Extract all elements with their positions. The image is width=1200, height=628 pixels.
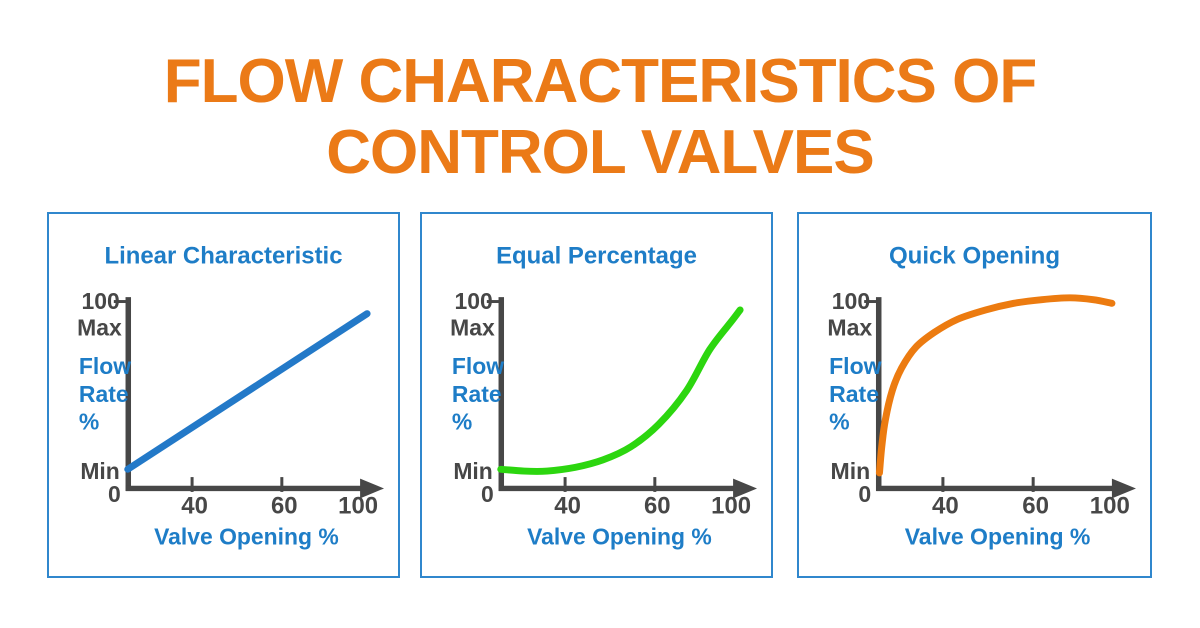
panel-title: Linear Characteristic (104, 243, 342, 270)
equal-percentage-chart: Equal Percentage 100 Max Flow Rate % Min… (450, 243, 758, 549)
y-axis-title-line1: Flow (452, 353, 504, 379)
y-axis-title-line1: Flow (829, 353, 882, 379)
y-axis-title-line2: Rate (452, 381, 502, 407)
y-label-min: Min (80, 458, 119, 484)
linear-characteristic-chart: Linear Characteristic 100 Max Flow Rate … (77, 243, 385, 549)
x-label-40: 40 (181, 493, 208, 520)
origin-label: 0 (858, 481, 871, 507)
quick-opening-chart: Quick Opening 100 Max Flow Rate % Min 0 … (827, 243, 1136, 549)
y-axis-title-line1: Flow (79, 353, 131, 379)
linear-curve (124, 310, 371, 473)
y-label-min: Min (453, 458, 492, 484)
y-label-min: Min (831, 458, 871, 484)
x-label-100: 100 (338, 493, 378, 520)
title-line-2: CONTROL VALVES (326, 118, 874, 187)
y-axis-title-line2: Rate (829, 381, 879, 407)
x-label-60: 60 (644, 493, 671, 520)
x-axis-title: Valve Opening % (154, 523, 339, 549)
y-axis-title-line2: Rate (79, 381, 129, 407)
x-label-100: 100 (1090, 493, 1130, 520)
x-label-100: 100 (711, 493, 751, 520)
panel-equal-percentage: Equal Percentage 100 Max Flow Rate % Min… (420, 212, 773, 578)
y-label-max: Max (827, 315, 872, 341)
y-label-100: 100 (455, 288, 493, 314)
infographic-title: FLOW CHARACTERISTICS OF CONTROL VALVES (0, 46, 1200, 188)
y-axis-title-line3: % (829, 409, 849, 435)
y-label-max: Max (450, 315, 495, 341)
x-label-40: 40 (932, 493, 959, 520)
y-label-100: 100 (82, 288, 120, 314)
x-axis-arrow-icon (733, 478, 758, 499)
title-line-1: FLOW CHARACTERISTICS OF (163, 47, 1038, 116)
x-axis-arrow-icon (1111, 478, 1136, 499)
panel-title: Quick Opening (889, 243, 1060, 270)
origin-label: 0 (481, 481, 494, 507)
x-axis-arrow-icon (360, 478, 385, 499)
y-label-100: 100 (832, 288, 870, 314)
x-label-60: 60 (271, 493, 298, 520)
x-axis-title: Valve Opening % (527, 523, 712, 549)
origin-label: 0 (108, 481, 121, 507)
y-label-max: Max (77, 315, 122, 341)
y-axis-title-line3: % (452, 409, 472, 435)
x-axis-title: Valve Opening % (905, 523, 1091, 549)
panel-linear-characteristic: Linear Characteristic 100 Max Flow Rate … (47, 212, 400, 578)
x-label-40: 40 (554, 493, 581, 520)
equal-percentage-curve (497, 306, 744, 475)
panel-quick-opening: Quick Opening 100 Max Flow Rate % Min 0 … (797, 212, 1152, 578)
y-axis-title-line3: % (79, 409, 99, 435)
quick-opening-curve (875, 294, 1116, 477)
x-label-60: 60 (1022, 493, 1049, 520)
panel-title: Equal Percentage (496, 243, 697, 270)
